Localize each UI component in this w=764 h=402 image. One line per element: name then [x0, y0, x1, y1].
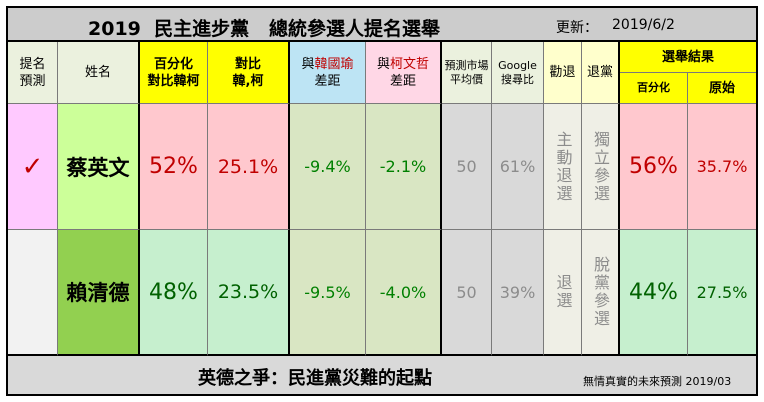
google-value: 39% [492, 230, 544, 356]
result-raw-value: 27.5% [688, 230, 756, 356]
candidate-name: 賴清德 [58, 230, 140, 356]
header-vs-ko: 與柯文哲 差距 [366, 42, 442, 104]
quit-party-value: 獨立參選 [582, 104, 620, 230]
market-value: 50 [442, 230, 492, 356]
header-google: Google 搜尋比 [492, 42, 544, 104]
title-bar: 2019 民主進步黨 總統參選人提名選舉 更新： 2019/6/2 [8, 8, 756, 42]
header-result-pct: 百分化 [620, 73, 688, 104]
header-result: 選舉結果 [620, 42, 756, 73]
footer-credit: 無情真實的未來預測 2019/03 [583, 375, 732, 388]
header-result-raw: 原始 [688, 73, 756, 104]
footer-headline: 英德之爭：民進黨災難的起點 [198, 368, 432, 389]
nominee-mark [8, 230, 58, 356]
persuade-value: 主動退選 [544, 104, 582, 230]
vs-ko-value: -4.0% [366, 230, 442, 356]
vs-ko-value: -2.1% [366, 104, 442, 230]
pct-value: 52% [140, 104, 208, 230]
pct-value: 48% [140, 230, 208, 356]
google-value: 61% [492, 104, 544, 230]
header-market: 預測市場 平均價 [442, 42, 492, 104]
quit-party-value: 脫黨參選 [582, 230, 620, 356]
header-vs-han: 與韓國瑜 差距 [290, 42, 366, 104]
nominee-mark: ✓ [8, 104, 58, 230]
page-title: 2019 民主進步黨 總統參選人提名選舉 [88, 18, 440, 40]
header-persuade: 勸退 [544, 42, 582, 104]
footer-bar: 英德之爭：民進黨災難的起點 無情真實的未來預測 2019/03 [8, 356, 756, 394]
persuade-value: 退選 [544, 230, 582, 356]
candidate-name: 蔡英文 [58, 104, 140, 230]
vs-han-value: -9.5% [290, 230, 366, 356]
result-pct-value: 56% [620, 104, 688, 230]
nomination-table: 2019 民主進步黨 總統參選人提名選舉 更新： 2019/6/2 提名 預測 … [6, 6, 758, 396]
market-value: 50 [442, 104, 492, 230]
header-nominee: 提名 預測 [8, 42, 58, 104]
vs-han-value: -9.4% [290, 104, 366, 230]
result-raw-value: 35.7% [688, 104, 756, 230]
header-compare: 對比 韓,柯 [208, 42, 290, 104]
result-pct-value: 44% [620, 230, 688, 356]
header-quit-party: 退黨 [582, 42, 620, 104]
update-date: 2019/6/2 [612, 17, 675, 33]
compare-value: 23.5% [208, 230, 290, 356]
header-pct: 百分化 對比韓柯 [140, 42, 208, 104]
update-label: 更新： [556, 20, 598, 36]
compare-value: 25.1% [208, 104, 290, 230]
header-name: 姓名 [58, 42, 140, 104]
